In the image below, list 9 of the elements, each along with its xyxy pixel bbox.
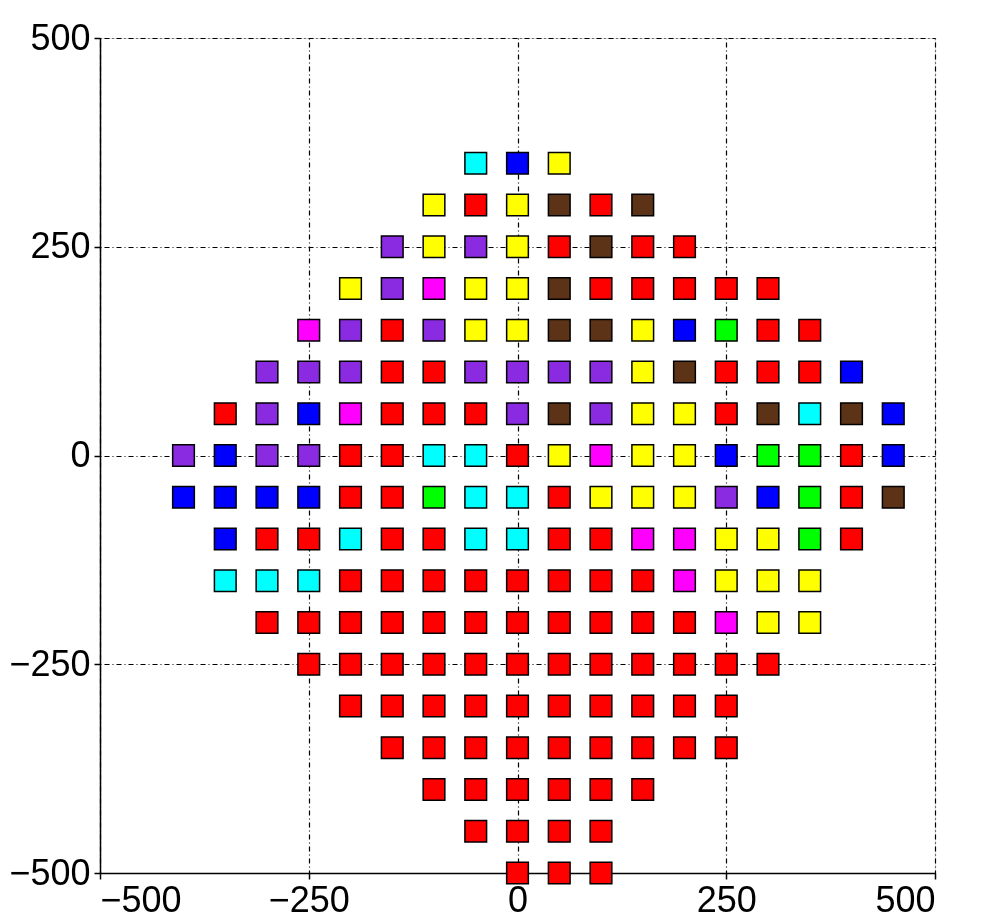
y-tick-label: −250 [9,642,91,684]
y-tick-label: 250 [30,225,91,267]
x-tick-label: 250 [696,878,757,917]
x-tick-label: −250 [268,878,350,917]
x-tick-label: 0 [507,878,529,917]
y-tick-label: 500 [30,16,91,58]
y-tick-label: 0 [70,434,91,475]
x-tick-label: 500 [875,878,936,917]
x-tick-label: −500 [100,878,182,917]
